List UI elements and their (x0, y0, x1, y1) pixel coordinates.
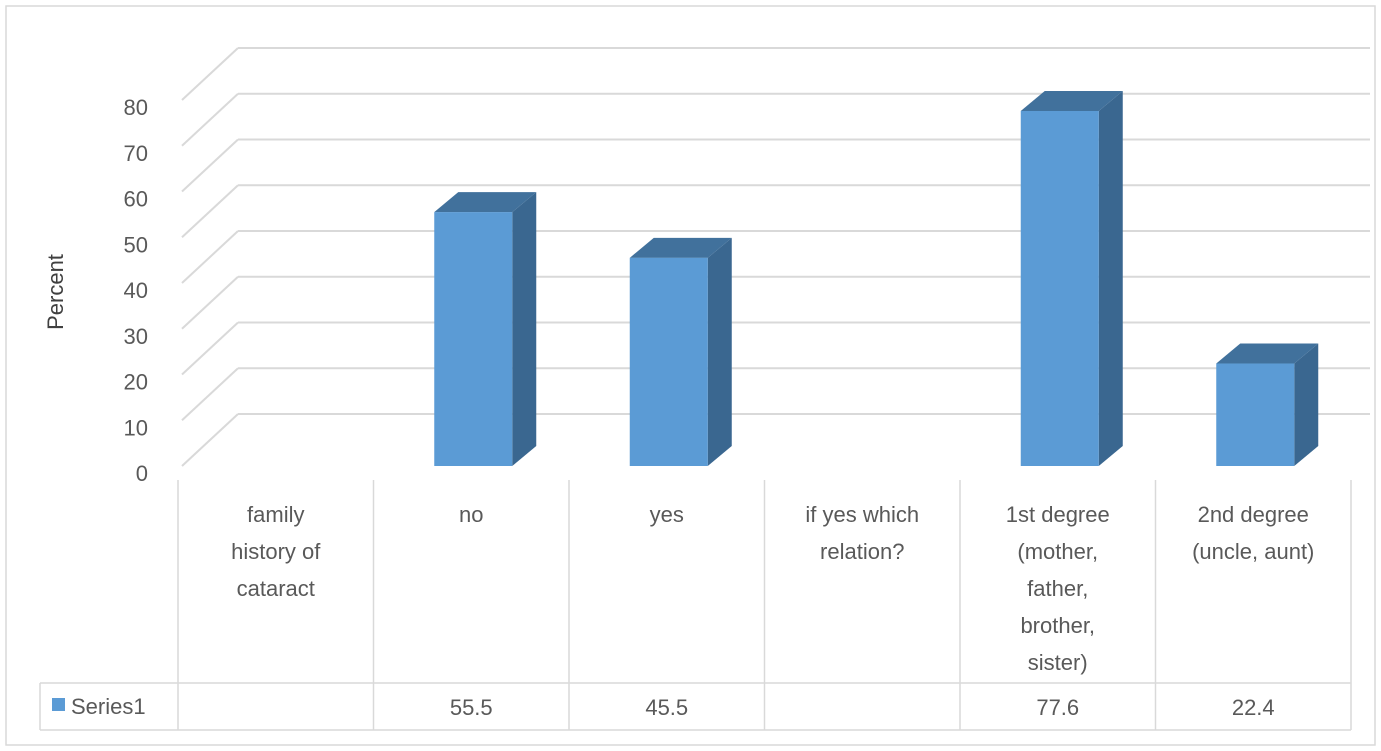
gridline-diagonal (181, 138, 239, 193)
bar-side (707, 237, 732, 466)
bar-front (1216, 363, 1295, 466)
x-tick-label: if yes which relation? (805, 502, 919, 564)
y-axis-title: Percent (43, 254, 68, 330)
bar (1216, 343, 1319, 466)
data-label: 45.5 (645, 695, 688, 720)
bar-side (1098, 90, 1123, 466)
y-axis-ticks: 0 10 20 30 40 50 60 70 80 (124, 95, 148, 486)
x-tick-label: 1st degree (mother, father, brother, sister) (1006, 502, 1110, 675)
bar (1020, 90, 1123, 466)
gridline-diagonal (181, 230, 239, 284)
bar-top (1216, 343, 1319, 364)
bar-front (1020, 110, 1099, 466)
x-tick-label: 2nd degree (uncle, aunt) (1192, 502, 1314, 564)
y-tick-label: 10 (124, 415, 148, 440)
y-tick-label: 20 (124, 370, 148, 395)
bar-top (629, 237, 732, 258)
data-label: 22.4 (1232, 695, 1275, 720)
gridline-diagonal (181, 367, 239, 421)
y-tick-label: 0 (136, 461, 148, 486)
gridline-diagonal (181, 276, 239, 330)
bar-side (1294, 343, 1319, 466)
bar-front (629, 257, 708, 466)
x-tick-label: family history of cataract (231, 502, 321, 601)
legend-label: Series1 (71, 694, 146, 719)
gridline-diagonal (181, 184, 239, 238)
y-tick-label: 50 (124, 232, 148, 257)
gridline-diagonal (181, 47, 239, 101)
data-label: 55.5 (450, 695, 493, 720)
data-label: 77.6 (1036, 695, 1079, 720)
gridline-diagonal (181, 321, 239, 376)
x-tick-label: yes (650, 502, 684, 527)
bars (434, 90, 1319, 466)
bar-top (434, 192, 537, 213)
gridline-diagonal (181, 413, 239, 467)
bar-front (434, 212, 513, 466)
bar (434, 192, 537, 466)
x-tick-label: no (459, 502, 483, 527)
gridline-diagonal (181, 93, 239, 147)
y-tick-label: 60 (124, 187, 148, 212)
y-tick-label: 80 (124, 95, 148, 120)
y-tick-label: 30 (124, 324, 148, 349)
gridlines (181, 47, 1370, 467)
y-tick-label: 40 (124, 278, 148, 303)
bar (629, 237, 732, 466)
y-tick-label: 70 (124, 141, 148, 166)
bar-top (1020, 90, 1123, 111)
legend-swatch (52, 698, 65, 711)
data-table: family history of cataract no yes if yes whic… (39, 480, 1352, 731)
bar-side (512, 192, 537, 466)
